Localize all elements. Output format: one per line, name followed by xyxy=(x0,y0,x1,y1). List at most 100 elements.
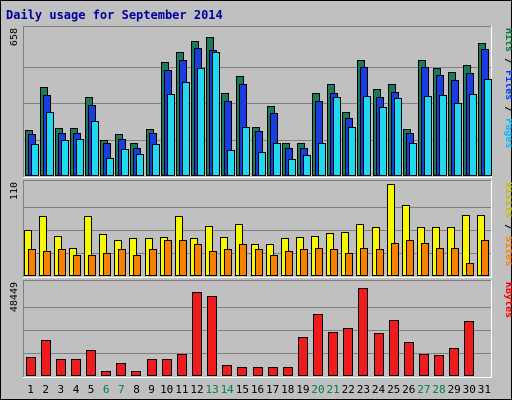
legend-entry: / xyxy=(503,100,512,118)
bar-pages-29 xyxy=(454,103,462,176)
bar-pages-22 xyxy=(348,127,356,176)
bar-kbytes-22 xyxy=(343,328,353,376)
panel-hits: 658 Hits / Files / Pages xyxy=(9,26,512,178)
bar-sites-31 xyxy=(481,240,489,276)
bar-sites-1 xyxy=(28,249,36,276)
panel-visits: 110 Visits / Sites xyxy=(9,180,512,278)
axis-max-label: 658 xyxy=(9,28,20,46)
bar-sites-9 xyxy=(149,249,157,276)
x-tick-label: 7 xyxy=(118,383,125,396)
bar-kbytes-3 xyxy=(56,359,66,376)
bar-sites-24 xyxy=(376,249,384,276)
bar-pages-19 xyxy=(303,155,311,176)
legend-entry: / xyxy=(503,218,512,236)
bar-pages-20 xyxy=(318,143,326,176)
bar-sites-30 xyxy=(466,263,474,276)
bar-kbytes-23 xyxy=(358,288,368,376)
bar-sites-6 xyxy=(103,253,111,276)
bar-kbytes-5 xyxy=(86,350,96,376)
x-tick-label: 18 xyxy=(281,383,294,396)
bar-kbytes-12 xyxy=(192,292,202,376)
bar-pages-31 xyxy=(484,79,492,176)
bar-kbytes-16 xyxy=(253,367,263,376)
x-tick-label: 2 xyxy=(42,383,49,396)
bar-kbytes-19 xyxy=(298,337,308,376)
x-tick-label: 28 xyxy=(432,383,445,396)
x-tick-label: 10 xyxy=(160,383,173,396)
bar-pages-16 xyxy=(258,152,266,176)
legend-entry: / xyxy=(503,52,512,70)
bar-sites-18 xyxy=(285,251,293,276)
x-tick-label: 24 xyxy=(372,383,386,396)
legend-entry: Visits xyxy=(503,182,512,218)
bar-sites-23 xyxy=(360,248,368,276)
bar-pages-2 xyxy=(46,112,54,176)
series-pages xyxy=(31,52,492,176)
bar-sites-4 xyxy=(73,255,81,276)
bar-pages-10 xyxy=(167,94,175,176)
x-tick-label: 6 xyxy=(103,383,110,396)
bar-sites-7 xyxy=(118,249,126,276)
bar-pages-28 xyxy=(439,95,447,176)
bar-kbytes-26 xyxy=(404,342,414,376)
panel-legend: Hits / Files / Pages xyxy=(503,28,512,148)
bar-sites-12 xyxy=(194,244,202,276)
x-tick-label: 23 xyxy=(357,383,370,396)
x-tick-label: 8 xyxy=(133,383,140,396)
bar-pages-12 xyxy=(197,68,205,176)
x-tick-label: 29 xyxy=(448,383,461,396)
bar-kbytes-10 xyxy=(162,359,172,376)
bar-kbytes-13 xyxy=(207,296,217,376)
bar-kbytes-11 xyxy=(177,354,187,376)
bar-kbytes-8 xyxy=(131,371,141,376)
bar-pages-14 xyxy=(227,150,235,176)
bar-sites-8 xyxy=(133,255,141,276)
bar-sites-11 xyxy=(179,240,187,276)
bar-sites-16 xyxy=(255,249,263,276)
bar-pages-23 xyxy=(363,96,371,176)
bar-kbytes-1 xyxy=(26,357,36,376)
bar-sites-21 xyxy=(330,249,338,276)
bar-sites-5 xyxy=(88,255,96,276)
bar-sites-14 xyxy=(224,249,232,276)
x-tick-label: 1 xyxy=(27,383,34,396)
bar-sites-13 xyxy=(209,251,217,276)
bar-pages-17 xyxy=(273,143,281,176)
panel-legend: Visits / Sites xyxy=(503,182,512,266)
x-tick-label: 16 xyxy=(251,383,264,396)
bar-pages-27 xyxy=(424,96,432,176)
bar-sites-3 xyxy=(58,249,66,276)
bar-kbytes-7 xyxy=(116,363,126,376)
bar-pages-8 xyxy=(136,154,144,176)
chart-title: Daily usage for September 2014 xyxy=(6,8,223,22)
bar-kbytes-15 xyxy=(237,367,247,376)
bar-pages-6 xyxy=(106,158,114,176)
bar-kbytes-25 xyxy=(389,320,399,376)
series-kbytes xyxy=(26,288,474,376)
bar-pages-9 xyxy=(152,144,160,176)
bar-sites-15 xyxy=(239,244,247,276)
bar-sites-27 xyxy=(421,243,429,276)
series-sites xyxy=(28,240,489,276)
bar-kbytes-17 xyxy=(268,367,278,376)
bar-kbytes-24 xyxy=(374,333,384,376)
x-tick-label: 11 xyxy=(175,383,188,396)
bar-kbytes-14 xyxy=(222,365,232,376)
axis-max-label: 110 xyxy=(9,182,20,200)
bar-pages-1 xyxy=(31,144,39,176)
legend-entry: Files xyxy=(503,70,512,100)
bar-pages-13 xyxy=(212,52,220,176)
x-tick-label: 17 xyxy=(266,383,279,396)
bar-pages-5 xyxy=(91,121,99,176)
bar-pages-4 xyxy=(76,139,84,176)
bar-sites-2 xyxy=(43,251,51,276)
bar-kbytes-21 xyxy=(328,332,338,376)
x-tick-label: 14 xyxy=(221,383,235,396)
bar-sites-25 xyxy=(391,243,399,276)
bar-kbytes-2 xyxy=(41,340,51,376)
bar-pages-25 xyxy=(394,98,402,176)
bar-pages-15 xyxy=(242,127,250,176)
x-axis-labels: 1 2 3 4 5 6 7 8 9 10 11 12 13 14 15 16 17 18 19 20 21 22 23 24 2… xyxy=(27,383,491,396)
bar-pages-24 xyxy=(379,107,387,176)
